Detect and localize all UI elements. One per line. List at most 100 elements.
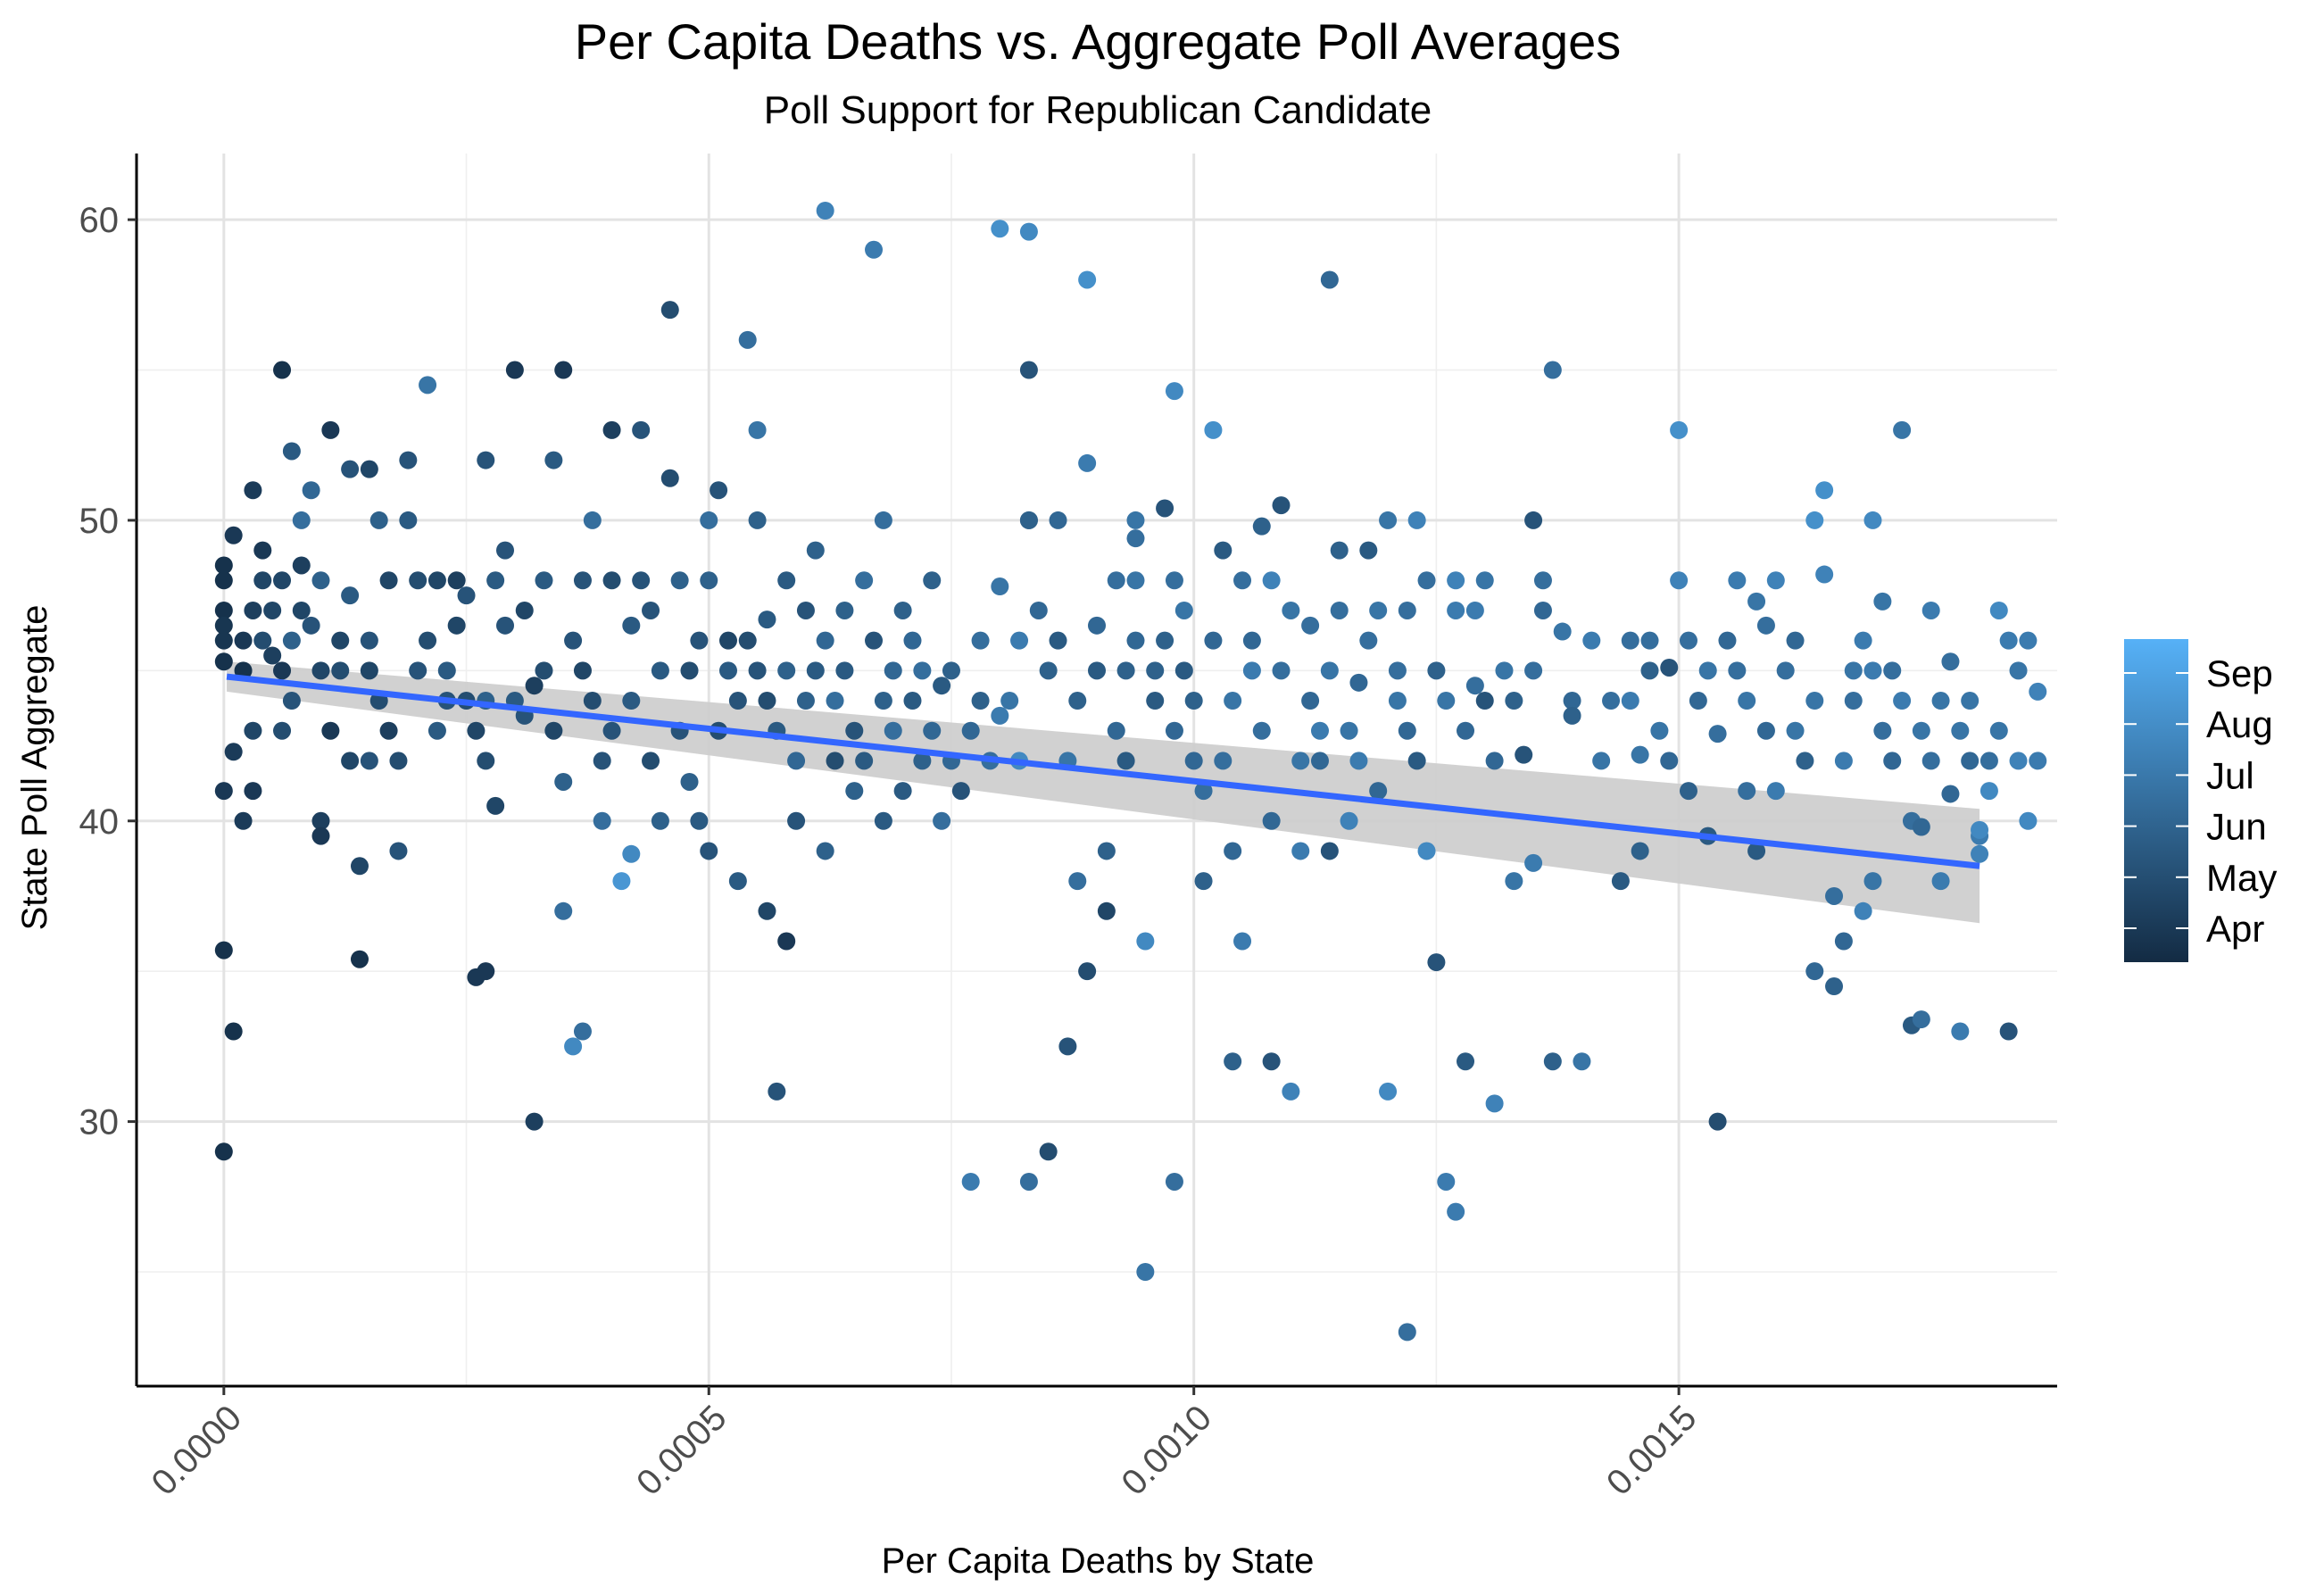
data-point [1340, 811, 1358, 830]
data-point [1088, 661, 1106, 680]
data-point [1786, 631, 1805, 650]
data-point [341, 752, 360, 770]
legend-label: Aug [2206, 703, 2273, 745]
data-point [1756, 721, 1775, 740]
data-point [1447, 1202, 1465, 1221]
data-point [1165, 1172, 1183, 1191]
data-point [1252, 517, 1271, 536]
data-point [951, 782, 970, 801]
data-point [311, 571, 330, 590]
data-point [1242, 661, 1261, 680]
data-point [1825, 886, 1844, 905]
trend-line-layer [226, 673, 1980, 869]
data-point [282, 631, 301, 650]
data-point [1165, 721, 1183, 740]
data-point [1359, 541, 1378, 560]
data-point [389, 842, 408, 860]
data-point [1398, 601, 1416, 619]
data-point [1670, 420, 1689, 439]
data-point [214, 601, 233, 619]
data-point [1805, 511, 1824, 529]
data-point [535, 571, 553, 590]
data-point [331, 631, 350, 650]
data-point [1349, 673, 1368, 692]
data-point [768, 1082, 786, 1101]
data-point [1126, 631, 1145, 650]
data-point [933, 811, 951, 830]
data-point [573, 571, 592, 590]
data-point [971, 631, 990, 650]
data-point [554, 772, 573, 791]
data-point [602, 420, 621, 439]
data-point [700, 511, 718, 529]
data-point [292, 601, 311, 619]
data-point [835, 601, 854, 619]
data-point [1796, 752, 1814, 770]
data-point [341, 586, 360, 605]
data-point [961, 721, 980, 740]
data-point [826, 752, 844, 770]
data-point [1533, 601, 1552, 619]
data-point [1931, 692, 1950, 710]
data-point [554, 361, 573, 379]
data-point [1524, 511, 1543, 529]
data-point [253, 541, 272, 560]
data-point [690, 631, 709, 650]
data-point [311, 661, 330, 680]
data-point [1912, 818, 1930, 836]
data-point [796, 692, 815, 710]
data-point [1883, 661, 1902, 680]
data-point [1126, 511, 1145, 529]
data-point [1146, 661, 1165, 680]
data-point [273, 661, 292, 680]
data-point [1951, 721, 1970, 740]
data-point [612, 872, 631, 891]
data-point [409, 661, 427, 680]
data-point [224, 1022, 243, 1041]
data-point [1893, 420, 1912, 439]
data-point [787, 811, 806, 830]
data-point [1640, 661, 1659, 680]
data-point [718, 661, 737, 680]
data-point [758, 611, 776, 629]
data-point [1718, 631, 1737, 650]
data-point [1310, 752, 1329, 770]
data-point [2029, 752, 2047, 770]
legend-label: Apr [2206, 908, 2264, 950]
data-point [1000, 692, 1019, 710]
data-point [1921, 601, 1940, 619]
data-point [1398, 1323, 1416, 1342]
data-point [360, 661, 378, 680]
data-point [1631, 745, 1649, 764]
data-point [1679, 631, 1697, 650]
data-point [642, 752, 660, 770]
data-point [903, 631, 922, 650]
data-point [1194, 872, 1213, 891]
data-point [942, 661, 960, 680]
data-point [583, 511, 602, 529]
data-point [1621, 692, 1639, 710]
data-point [1854, 631, 1872, 650]
data-point [360, 631, 378, 650]
data-point [777, 571, 796, 590]
data-point [1844, 692, 1863, 710]
data-point [360, 460, 378, 478]
data-point [1097, 842, 1116, 860]
data-point [660, 301, 679, 320]
data-point [1379, 511, 1398, 529]
data-point [728, 872, 747, 891]
data-point [1417, 571, 1436, 590]
data-point [806, 661, 825, 680]
data-point [796, 601, 815, 619]
data-point [544, 721, 563, 740]
data-point [1863, 872, 1882, 891]
data-point [806, 541, 825, 560]
data-point [1262, 571, 1281, 590]
data-point [1475, 692, 1494, 710]
data-point [244, 782, 262, 801]
data-point [1873, 592, 1892, 611]
data-point [2009, 661, 2028, 680]
data-point [1272, 661, 1291, 680]
data-point [1242, 631, 1261, 650]
data-point [1349, 752, 1368, 770]
